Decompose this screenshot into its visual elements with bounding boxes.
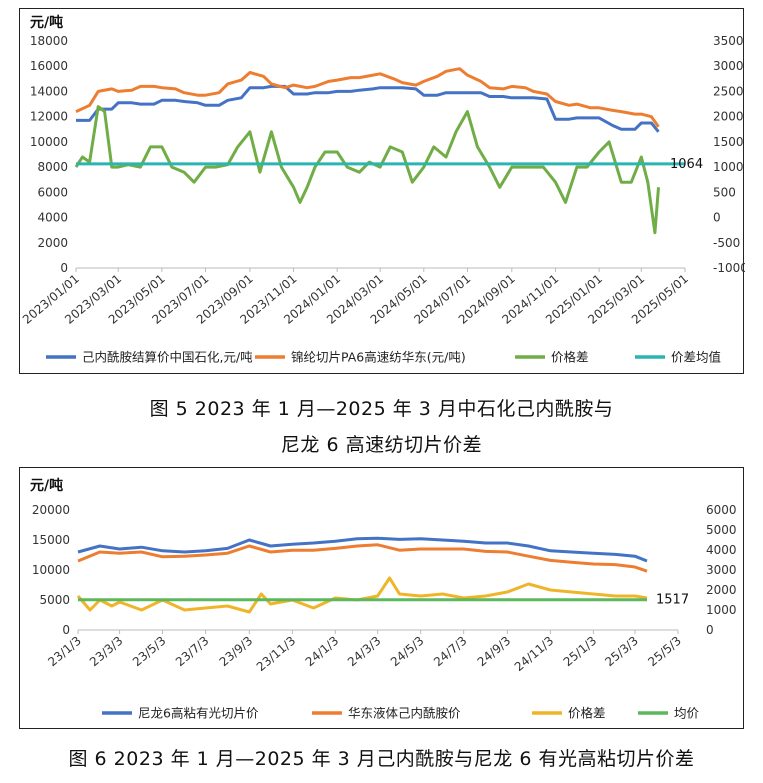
chart-1-caption-line1: 图 5 2023 年 1 月—2025 年 3 月中石化己内酰胺与	[149, 398, 614, 420]
right-tick-label: 5000	[706, 523, 737, 537]
left-tick-label: 5000	[39, 593, 70, 607]
legend-label: 尼龙6高粘有光切片价	[138, 706, 259, 721]
left-tick-label: 2000	[37, 236, 68, 250]
left-tick-label: 18000	[30, 34, 68, 48]
series-line-2	[74, 105, 660, 235]
x-tick-label: 24/7/3	[431, 634, 470, 670]
legend-item: 价差均值	[635, 350, 721, 365]
chart-2-svg: 元/吨 0 5000 10000 15000 20000 0 1000 2000 3000 4000…	[30, 477, 737, 721]
right-tick-label: 2000	[713, 110, 744, 124]
x-tick-label: 23/1/3	[45, 634, 84, 670]
legend-label: 价差均值	[671, 350, 721, 365]
legend-label: 己内酰胺结算价中国石化,元/吨	[82, 350, 253, 365]
legend-item: 尼龙6高粘有光切片价	[102, 706, 259, 721]
right-tick-label: 0	[706, 623, 714, 637]
legend-label: 华东液体己内酰胺价	[348, 706, 461, 721]
legend-label: 价格差	[568, 706, 606, 721]
right-tick-label: 6000	[706, 503, 737, 517]
chart-panel-1: 元/吨 0 2000 4000 6000 8000 10000 12000 14000 16000…	[19, 8, 745, 374]
unit-label: 元/吨	[30, 14, 63, 31]
chart-1-caption-line2: 尼龙 6 高速纺切片价差	[280, 434, 483, 456]
right-tick-label: -500	[713, 236, 740, 250]
legend-label: 价格差	[551, 350, 589, 365]
average-value-label: 1517	[656, 593, 689, 608]
left-tick-label: 20000	[32, 503, 70, 517]
left-tick-label: 16000	[30, 59, 68, 73]
left-tick-label: 10000	[30, 135, 68, 149]
unit-label: 元/吨	[30, 477, 63, 494]
right-tick-label: 3500	[713, 34, 744, 48]
legend-item: 价格差	[532, 706, 606, 721]
left-tick-label: 8000	[37, 160, 68, 174]
chart-1-svg: 元/吨0200040006000800010000120001400016000…	[20, 14, 745, 365]
right-tick-label: 0	[713, 211, 721, 225]
right-tick-label: 500	[713, 185, 736, 199]
series-line-0	[77, 536, 648, 563]
legend-item: 华东液体己内酰胺价	[312, 706, 461, 721]
x-tick-label: 23/3/3	[87, 634, 126, 670]
chart-panel-2: 元/吨 0 5000 10000 15000 20000 0 1000 2000 3000 4000…	[19, 467, 744, 729]
series-line-0	[76, 84, 660, 133]
x-tick-label: 24/11/3	[512, 634, 556, 674]
left-tick-label: 15000	[32, 533, 70, 547]
right-tick-label: 3000	[706, 563, 737, 577]
chart-2-caption: 图 6 2023 年 1 月—2025 年 3 月己内酰胺与尼龙 6 有光高粘切…	[68, 748, 695, 770]
left-tick-label: 0	[62, 623, 70, 637]
series-line-1	[75, 67, 660, 128]
x-tick-label: 24/9/3	[475, 634, 514, 670]
left-tick-label: 14000	[30, 84, 68, 98]
left-tick-label: 12000	[30, 110, 68, 124]
right-tick-label: 1500	[713, 135, 744, 149]
average-value-label: 1064	[670, 157, 703, 172]
x-tick-label: 24/1/3	[303, 634, 342, 670]
legend-item: 价格差	[515, 350, 589, 365]
left-tick-label: 6000	[37, 185, 68, 199]
right-tick-label: 3000	[713, 59, 744, 73]
left-tick-label: 4000	[37, 211, 68, 225]
right-tick-label: 4000	[706, 543, 737, 557]
x-tick-label: 25/3/3	[602, 634, 641, 670]
x-tick-label: 25/5/3	[645, 634, 684, 670]
right-tick-label: 2500	[713, 84, 744, 98]
x-tick-label: 23/9/3	[217, 634, 256, 670]
x-tick-label: 23/11/3	[254, 634, 298, 674]
right-tick-label: -1000	[713, 261, 745, 275]
x-tick-label: 24/5/3	[388, 634, 427, 670]
legend-item: 均价	[638, 706, 700, 721]
left-tick-label: 10000	[32, 563, 70, 577]
legend-label: 锦纶切片PA6高速纺华东(元/吨)	[291, 350, 466, 365]
legend-item: 己内酰胺结算价中国石化,元/吨	[46, 350, 253, 365]
right-tick-label: 1000	[713, 160, 744, 174]
legend-label: 均价	[674, 706, 700, 721]
x-tick-label: 24/3/3	[345, 634, 384, 670]
series-line-1	[77, 543, 648, 573]
right-tick-label: 2000	[706, 583, 737, 597]
legend-item: 锦纶切片PA6高速纺华东(元/吨)	[255, 350, 466, 365]
x-tick-label: 23/5/3	[130, 634, 169, 670]
series-line-2	[76, 576, 648, 614]
x-tick-label: 25/1/3	[561, 634, 600, 670]
left-tick-label: 0	[60, 261, 68, 275]
right-tick-label: 1000	[706, 603, 737, 617]
x-tick-label: 23/7/3	[173, 634, 212, 670]
